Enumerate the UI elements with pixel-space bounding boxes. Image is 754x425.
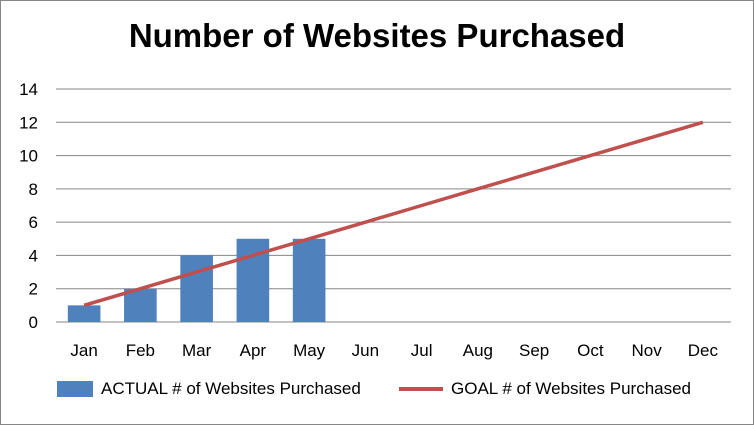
y-tick-label: 8 — [29, 180, 38, 199]
x-tick-label: Nov — [632, 341, 663, 360]
bar — [292, 238, 326, 322]
x-tick-label: Feb — [126, 341, 155, 360]
x-tick-label: Aug — [463, 341, 493, 360]
x-tick-label: Jan — [70, 341, 97, 360]
legend-swatch-actual — [57, 381, 93, 397]
legend-label-goal: GOAL # of Websites Purchased — [451, 379, 692, 398]
y-tick-label: 2 — [29, 280, 38, 299]
bar — [67, 305, 101, 322]
y-tick-label: 4 — [29, 246, 38, 265]
bar — [180, 255, 213, 322]
y-tick-label: 14 — [19, 80, 38, 99]
x-tick-label: Jul — [411, 341, 433, 360]
x-tick-label: Oct — [577, 341, 604, 360]
x-tick-label: Apr — [240, 341, 267, 360]
y-tick-label: 0 — [29, 313, 38, 332]
legend-swatch-goal — [399, 387, 443, 391]
goal-line — [83, 120, 704, 308]
y-tick-label: 6 — [29, 213, 38, 232]
legend-item-actual: ACTUAL # of Websites Purchased — [57, 379, 361, 399]
x-tick-label: Jun — [352, 341, 379, 360]
x-tick-label: Mar — [182, 341, 212, 360]
bar — [124, 288, 157, 322]
legend-label-actual: ACTUAL # of Websites Purchased — [101, 379, 361, 398]
legend-item-goal: GOAL # of Websites Purchased — [399, 379, 691, 399]
x-tick-label: May — [293, 341, 326, 360]
x-tick-label: Sep — [519, 341, 549, 360]
chart-title: Number of Websites Purchased — [128, 17, 626, 54]
x-tick-label: Dec — [688, 341, 719, 360]
y-tick-label: 10 — [19, 147, 38, 166]
y-tick-label: 12 — [19, 113, 38, 132]
chart-legend: ACTUAL # of Websites Purchased GOAL # of… — [1, 379, 753, 409]
